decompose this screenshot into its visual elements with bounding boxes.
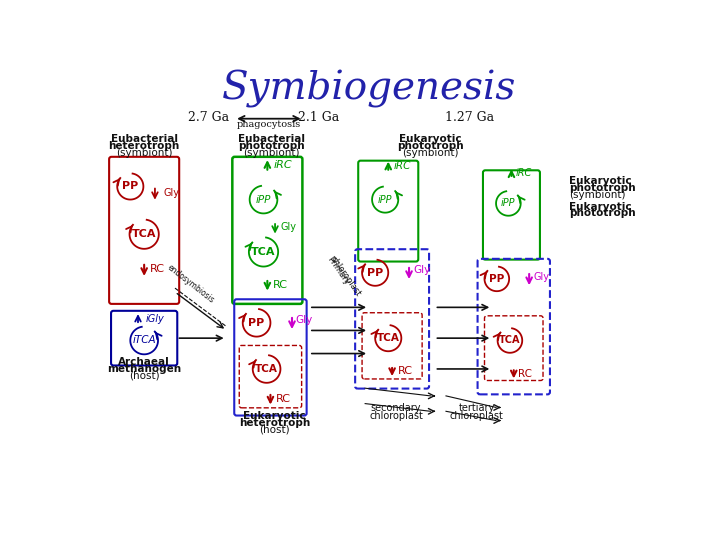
Text: phototroph: phototroph (570, 208, 636, 219)
Text: phototroph: phototroph (570, 183, 636, 193)
Text: iRC: iRC (274, 160, 292, 170)
Text: 2.1 Ga: 2.1 Ga (298, 111, 340, 124)
Text: PP: PP (122, 181, 138, 192)
Text: PP: PP (367, 268, 383, 278)
Text: iTCA: iTCA (132, 335, 156, 346)
Text: TCA: TCA (499, 335, 521, 346)
Text: phagocytosis: phagocytosis (237, 120, 301, 130)
Text: Eukaryotic: Eukaryotic (570, 201, 632, 212)
Text: Symbiogenesis: Symbiogenesis (222, 70, 516, 109)
Text: iRC: iRC (394, 161, 411, 171)
Text: iPP: iPP (256, 194, 271, 205)
Text: secondary: secondary (371, 403, 421, 413)
Text: Gly: Gly (414, 265, 431, 275)
Text: (symbiont): (symbiont) (116, 147, 172, 158)
Text: heterotroph: heterotroph (109, 141, 180, 151)
Text: TCA: TCA (377, 333, 400, 343)
Text: Eukaryotic: Eukaryotic (570, 176, 632, 186)
Text: Gly: Gly (296, 315, 313, 326)
Text: (symbiont): (symbiont) (570, 190, 626, 200)
Text: Eukaryotic: Eukaryotic (400, 134, 462, 144)
Text: heterotroph: heterotroph (238, 418, 310, 428)
Text: chloroplast: chloroplast (329, 254, 363, 298)
Text: iRC: iRC (516, 168, 532, 178)
Text: chloroplast: chloroplast (369, 411, 423, 421)
Text: TCA: TCA (255, 364, 278, 374)
Text: iPP: iPP (501, 198, 516, 208)
Text: Eubacterial: Eubacterial (111, 134, 178, 144)
Text: TCA: TCA (132, 229, 156, 239)
Text: (host): (host) (129, 371, 159, 381)
Text: PP: PP (248, 318, 265, 328)
Text: Gly: Gly (281, 221, 297, 232)
Text: endosymbiosis: endosymbiosis (165, 264, 215, 306)
Text: phototroph: phototroph (238, 141, 305, 151)
Text: (host): (host) (259, 425, 289, 435)
Text: tertiary: tertiary (459, 403, 495, 413)
Text: methanogen: methanogen (107, 364, 181, 374)
Text: PP: PP (489, 274, 505, 284)
Text: 2.7 Ga: 2.7 Ga (188, 111, 230, 124)
Text: Gly: Gly (163, 188, 179, 198)
Text: iGly: iGly (145, 314, 164, 324)
Text: Eukaryotic: Eukaryotic (243, 411, 305, 421)
Text: Gly: Gly (534, 272, 550, 281)
Text: 1.27 Ga: 1.27 Ga (444, 111, 494, 124)
Text: Primary: Primary (325, 254, 351, 286)
Text: iPP: iPP (378, 194, 392, 205)
Text: RC: RC (518, 369, 532, 379)
Text: RC: RC (276, 394, 291, 404)
Text: RC: RC (273, 280, 288, 290)
Text: chloroplast: chloroplast (450, 411, 504, 421)
Text: phototroph: phototroph (397, 141, 464, 151)
Text: RC: RC (150, 264, 166, 274)
Text: Eubacterial: Eubacterial (238, 134, 305, 144)
Text: TCA: TCA (251, 247, 276, 257)
Text: RC: RC (397, 366, 413, 376)
Text: (symbiont): (symbiont) (402, 147, 459, 158)
Text: Archaeal: Archaeal (118, 357, 170, 367)
Text: (symbiont): (symbiont) (243, 147, 300, 158)
